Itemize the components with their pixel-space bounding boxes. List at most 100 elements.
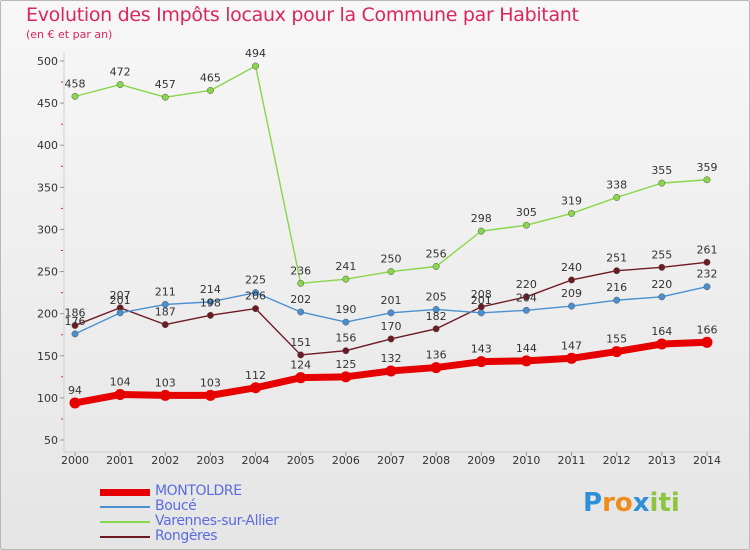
logo-letter: x	[632, 488, 650, 518]
legend-swatch	[100, 521, 150, 523]
data-label-rongeres: 156	[335, 332, 356, 345]
data-point-bouce	[703, 283, 711, 291]
data-point-montoldre	[250, 382, 262, 394]
x-tick-label: 2011	[558, 454, 586, 467]
data-point-rongeres	[522, 293, 530, 301]
legend-label: Boucé	[155, 498, 197, 514]
data-label-montoldre: 144	[516, 342, 537, 355]
data-point-rongeres	[568, 276, 575, 284]
data-point-montoldre	[430, 362, 442, 374]
data-label-rongeres: 207	[110, 289, 131, 302]
data-label-rongeres: 208	[471, 288, 492, 301]
data-label-bouce: 202	[290, 293, 311, 306]
legend-swatch	[100, 488, 150, 496]
data-label-rongeres: 182	[426, 310, 447, 323]
data-point-bouce	[568, 302, 575, 310]
data-label-varennes-sur-allier: 355	[651, 164, 672, 177]
data-label-rongeres: 255	[651, 248, 672, 261]
data-label-rongeres: 187	[155, 306, 176, 319]
data-point-rongeres	[342, 347, 350, 355]
data-label-montoldre: 143	[471, 343, 492, 356]
x-tick-label: 2009	[467, 454, 495, 467]
data-point-varennes-sur-allier	[161, 93, 169, 101]
data-point-rongeres	[432, 325, 440, 333]
data-point-bouce	[477, 309, 485, 317]
data-point-varennes-sur-allier	[613, 193, 621, 201]
legend-swatch	[100, 536, 150, 538]
data-label-varennes-sur-allier: 256	[426, 248, 447, 261]
data-point-varennes-sur-allier	[703, 176, 711, 184]
y-tick-label: 500	[37, 55, 58, 68]
data-label-varennes-sur-allier: 236	[290, 264, 311, 277]
chart-subtitle: (en € et par an)	[26, 28, 113, 41]
y-tick-label: 250	[37, 266, 58, 279]
data-label-bouce: 211	[155, 285, 176, 298]
data-point-rongeres	[71, 322, 79, 329]
data-label-varennes-sur-allier: 458	[65, 77, 86, 90]
data-label-rongeres: 220	[516, 278, 537, 291]
data-label-varennes-sur-allier: 298	[471, 212, 492, 225]
data-point-bouce	[206, 298, 214, 306]
data-point-montoldre	[204, 389, 216, 401]
data-label-varennes-sur-allier: 338	[606, 178, 627, 191]
x-tick-label: 2000	[61, 454, 89, 467]
data-label-bouce: 214	[200, 283, 221, 296]
data-label-montoldre: 164	[651, 325, 672, 338]
data-label-rongeres: 251	[606, 252, 627, 265]
data-point-bouce	[658, 293, 666, 301]
data-label-montoldre: 147	[561, 339, 582, 352]
data-label-bouce: 216	[606, 281, 627, 294]
data-point-rongeres	[252, 305, 260, 313]
data-point-bouce	[613, 296, 621, 304]
data-point-varennes-sur-allier	[252, 62, 260, 70]
data-point-rongeres	[206, 311, 214, 319]
data-label-bouce: 190	[335, 303, 356, 316]
data-label-bouce: 209	[561, 287, 582, 300]
y-tick-label: 350	[37, 181, 58, 194]
data-label-bouce: 220	[651, 278, 672, 291]
data-label-rongeres: 240	[561, 261, 582, 274]
data-point-montoldre	[69, 397, 81, 409]
data-point-varennes-sur-allier	[342, 275, 350, 283]
data-point-bouce	[522, 306, 530, 314]
x-tick-label: 2004	[242, 454, 270, 467]
data-label-bouce: 176	[65, 315, 86, 328]
data-label-montoldre: 103	[155, 376, 176, 389]
data-point-bouce	[342, 318, 350, 326]
data-label-montoldre: 112	[245, 369, 266, 382]
data-point-montoldre	[656, 338, 668, 350]
data-point-montoldre	[611, 346, 623, 358]
data-label-montoldre: 125	[335, 358, 356, 371]
data-point-bouce	[432, 306, 440, 313]
data-point-varennes-sur-allier	[432, 263, 440, 270]
data-point-bouce	[116, 309, 124, 317]
data-label-varennes-sur-allier: 359	[696, 161, 717, 174]
data-label-montoldre: 136	[426, 349, 447, 362]
data-label-rongeres: 170	[380, 320, 401, 333]
data-point-bouce	[297, 308, 305, 316]
data-point-varennes-sur-allier	[477, 227, 485, 235]
data-label-rongeres: 186	[65, 306, 86, 319]
data-point-varennes-sur-allier	[658, 179, 666, 187]
data-point-bouce	[161, 300, 169, 308]
data-point-bouce	[387, 309, 395, 317]
data-label-varennes-sur-allier: 241	[335, 260, 356, 273]
data-label-montoldre: 124	[290, 359, 311, 372]
data-label-rongeres: 206	[245, 290, 266, 303]
legend-label: MONTOLDRE	[155, 483, 242, 499]
data-label-varennes-sur-allier: 319	[561, 194, 582, 207]
data-point-rongeres	[297, 351, 305, 359]
data-label-montoldre: 166	[696, 323, 717, 336]
data-point-rongeres	[613, 267, 621, 275]
x-tick-label: 2010	[512, 454, 540, 467]
data-point-varennes-sur-allier	[522, 221, 530, 229]
line-chart: 50 100 150 200 250 300 350 400 450 500 2000 2001 200…	[37, 47, 721, 467]
data-point-varennes-sur-allier	[116, 81, 124, 89]
y-tick-label: 400	[37, 139, 58, 152]
data-label-varennes-sur-allier: 472	[110, 66, 131, 79]
data-point-montoldre	[295, 372, 307, 384]
data-point-montoldre	[385, 365, 397, 377]
data-label-varennes-sur-allier: 465	[200, 71, 221, 84]
data-point-bouce	[252, 289, 260, 297]
